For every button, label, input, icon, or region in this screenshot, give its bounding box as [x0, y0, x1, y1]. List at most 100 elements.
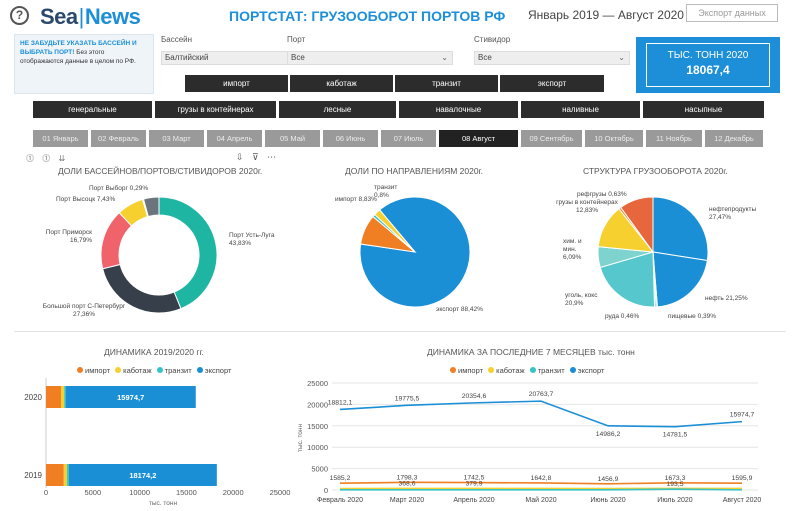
month-february[interactable]: 02 Февраль	[91, 130, 146, 147]
pie-slice-3	[374, 209, 416, 253]
legend-transit: транзит	[164, 366, 192, 375]
export-data-button[interactable]: Экспорт данных	[686, 4, 778, 22]
stevedore-label: Стивидор	[474, 35, 511, 44]
bar-x-tick: 25000	[270, 488, 291, 497]
month-november[interactable]: 11 Ноябрь	[646, 130, 702, 147]
month-september[interactable]: 09 Сентябрь	[521, 130, 582, 147]
line-data-label: 20763,7	[529, 391, 554, 398]
month-may[interactable]: 05 Май	[265, 130, 320, 147]
legend-import: импорт	[458, 366, 484, 375]
legend-export: экспорт	[204, 366, 232, 375]
legend-dot-export	[196, 367, 203, 373]
month-january[interactable]: 01 Январь	[33, 130, 88, 147]
slice-label-vyborg: Порт Выборг 0,29%	[89, 185, 149, 192]
legend-bars: импорт каботаж транзит экспорт	[74, 366, 231, 375]
month-august[interactable]: 08 Август	[439, 130, 518, 147]
line-series-экспорт	[339, 400, 743, 428]
legend-transit: транзит	[537, 366, 565, 375]
line-data-label: 1673,3	[665, 475, 686, 482]
pie-chart-directions	[359, 196, 471, 308]
line-data-label: 18812,1	[328, 399, 353, 406]
line-y-axis-label: тыс. тонн	[297, 423, 304, 452]
pie-slice-5	[142, 196, 160, 218]
direction-button-transit[interactable]: транзит	[395, 75, 498, 92]
month-december[interactable]: 12 Декабрь	[705, 130, 763, 147]
cargo-button-bulk[interactable]: навалочные	[399, 101, 518, 118]
page-title: ПОРТСТАТ: ГРУЗООБОРОТ ПОРТОВ РФ	[229, 8, 506, 24]
legend-dot-cabotage	[115, 367, 122, 373]
bar-x-axis-label: тыс. тонн	[149, 500, 178, 507]
section-divider	[14, 331, 786, 332]
direction-button-export[interactable]: экспорт	[500, 75, 604, 92]
bar-x-tick: 15000	[176, 488, 197, 497]
kpi-label: ТЫС. ТОНН 2020	[667, 50, 749, 61]
bar-chart-years: 2020 15974,7 2019 18174,2 0 5000 10000 15000 200…	[24, 378, 291, 507]
port-select[interactable]: Все ⌄	[287, 51, 453, 65]
kpi-value: 18067,4	[686, 63, 730, 77]
line-x-tick: Июль 2020	[657, 497, 692, 504]
slice-label-primorsk: Порт Приморск 16,79%	[45, 229, 92, 244]
cargo-button-containers[interactable]: грузы в контейнерах	[155, 101, 276, 118]
logo-part2: News	[84, 4, 141, 29]
drill-icons[interactable]: ⓵ ⓵ ⇊	[26, 154, 69, 163]
bar-data-label: 18174,2	[129, 471, 156, 480]
legend-dot-import	[77, 367, 83, 373]
bar-segment-транзит	[67, 464, 69, 486]
line-y-tick: 5000	[311, 465, 328, 474]
month-april[interactable]: 04 Апрель	[207, 130, 262, 147]
bar-segment-каботаж	[60, 386, 65, 408]
bar-x-tick: 0	[44, 488, 48, 497]
month-july[interactable]: 07 Июль	[381, 130, 436, 147]
bar-segment-импорт	[46, 386, 61, 408]
line-data-label: 14781,5	[663, 432, 688, 439]
chart-title-directions: ДОЛИ ПО НАПРАВЛЕНИЯМ 2020г.	[345, 166, 483, 176]
slice-label-spb: Большой порт С-Петербург 27,36%	[42, 303, 126, 318]
logo-part1: Sea	[40, 4, 78, 29]
slice-label-chemicals: хим. и мин. 6,09%	[563, 238, 582, 261]
month-june[interactable]: 06 Июнь	[323, 130, 378, 147]
notice-box: НЕ ЗАБУДЬТЕ УКАЗАТЬ БАССЕЙН И ВЫБРАТЬ ПО…	[14, 34, 154, 94]
cargo-button-loose[interactable]: насыпные	[643, 101, 764, 118]
line-y-tick: 15000	[307, 422, 328, 431]
legend-dot-import	[450, 367, 456, 373]
line-data-label: 1585,2	[330, 475, 351, 482]
help-icon[interactable]: ?	[10, 6, 29, 25]
port-label: Порт	[287, 35, 306, 44]
line-data-label: 19775,5	[395, 395, 420, 402]
line-series-импорт	[339, 481, 743, 485]
stevedore-select[interactable]: Все ⌄	[474, 51, 630, 65]
line-y-tick: 20000	[307, 400, 328, 409]
notice-text: Без этого отображаются данные в целом по…	[20, 49, 136, 65]
pie-slice-8	[620, 196, 654, 254]
cargo-button-general[interactable]: генеральные	[33, 101, 152, 118]
visual-options-icons[interactable]: ⇩ ⊽ ⋯	[236, 152, 280, 162]
line-data-label: 1742,5	[464, 475, 485, 482]
cargo-button-liquid[interactable]: наливные	[521, 101, 640, 118]
slice-label-export: экспорт 88,42%	[436, 306, 483, 313]
bar-segment-импорт	[46, 464, 64, 486]
line-x-tick: Май 2020	[525, 496, 556, 504]
basin-value: Балтийский	[165, 53, 209, 62]
bar-data-label: 15974,7	[117, 393, 144, 402]
cargo-button-timber[interactable]: лесные	[279, 101, 396, 118]
bar-category-label: 2020	[24, 393, 42, 402]
legend-import: импорт	[85, 366, 111, 375]
legend-dot-transit	[529, 367, 536, 373]
logo-separator: |	[78, 4, 85, 29]
direction-button-import[interactable]: импорт	[185, 75, 288, 92]
direction-button-cabotage[interactable]: каботаж	[290, 75, 393, 92]
kpi-frame: ТЫС. ТОНН 2020 18067,4	[646, 43, 770, 87]
chart-title-dynamics-years: ДИНАМИКА 2019/2020 гг.	[104, 347, 204, 357]
month-march[interactable]: 03 Март	[149, 130, 204, 147]
month-october[interactable]: 10 Октябрь	[585, 130, 643, 147]
logo: Sea|News	[40, 4, 141, 30]
pie-slice-4	[599, 251, 655, 308]
chart-title-dynamics-months: ДИНАМИКА ЗА ПОСЛЕДНИЕ 7 МЕСЯЦЕВ тыс. тон…	[427, 347, 635, 357]
bar-segment-экспорт	[65, 386, 196, 408]
line-data-label: 20354,6	[462, 393, 487, 400]
legend-dot-cabotage	[488, 367, 495, 373]
bar-segment-транзит	[64, 386, 66, 408]
notice-bold: НЕ ЗАБУДЬТЕ УКАЗАТЬ БАССЕЙН И ВЫБРАТЬ ПО…	[20, 40, 137, 56]
line-x-tick: Август 2020	[723, 497, 762, 504]
line-chart-months: 0 5000 10000 15000 20000 25000 тыс. тонн Феврал…	[297, 379, 762, 504]
